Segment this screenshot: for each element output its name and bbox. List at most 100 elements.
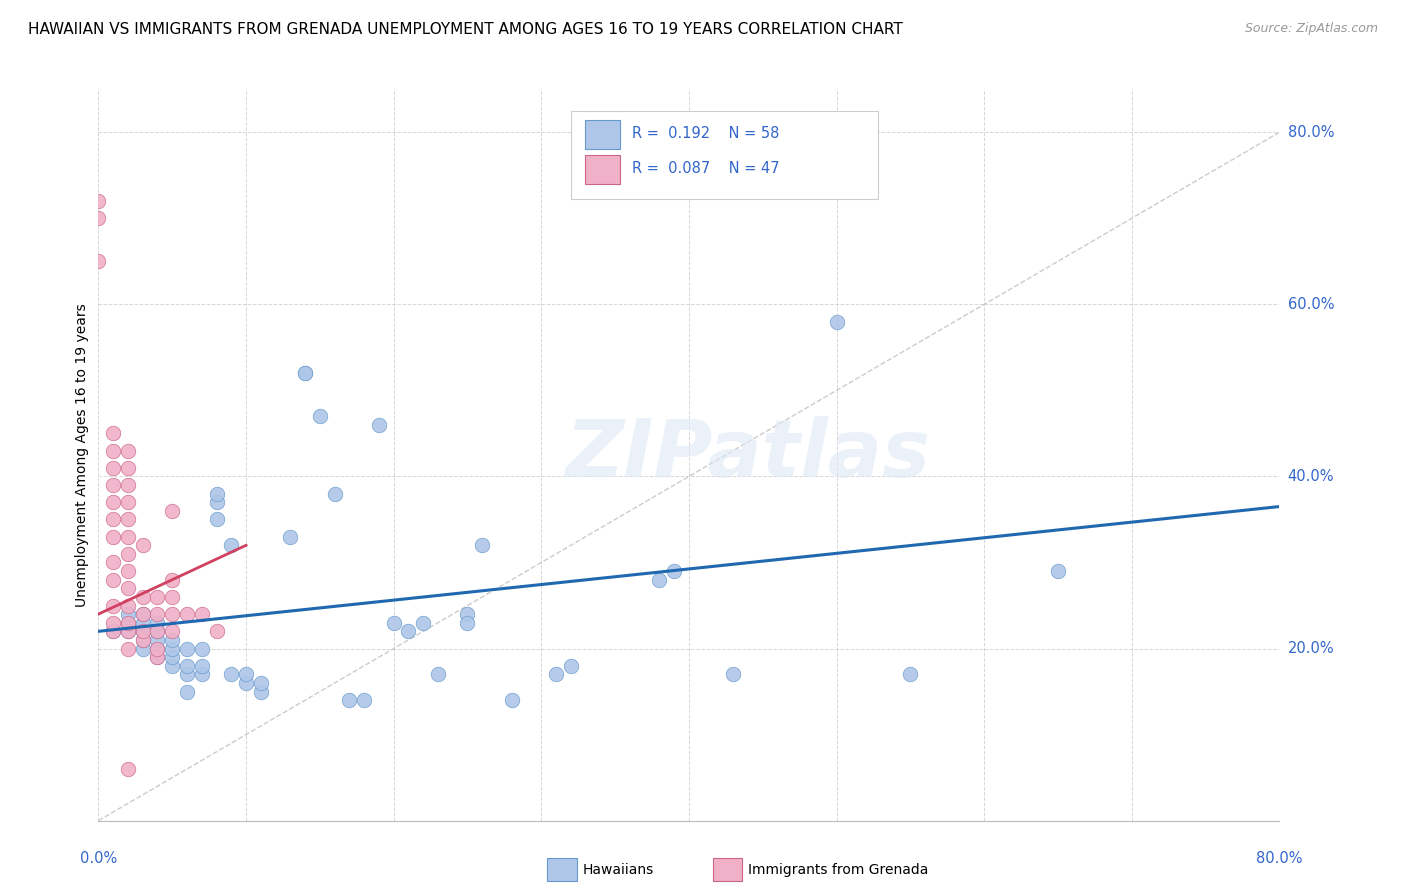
FancyBboxPatch shape: [571, 112, 877, 199]
Point: [132, 624, 155, 639]
Point: [396, 624, 419, 639]
Point: [191, 658, 214, 673]
Point: [146, 624, 169, 639]
Point: [117, 641, 139, 656]
Point: [103, 624, 125, 639]
Point: [162, 590, 183, 604]
Point: [146, 615, 169, 630]
Point: [382, 615, 405, 630]
Point: [219, 667, 242, 681]
Point: [146, 641, 169, 656]
FancyBboxPatch shape: [585, 155, 620, 185]
Text: Source: ZipAtlas.com: Source: ZipAtlas.com: [1244, 22, 1378, 36]
Point: [132, 632, 155, 647]
Text: Immigrants from Grenada: Immigrants from Grenada: [748, 863, 928, 877]
Point: [117, 615, 139, 630]
Point: [456, 607, 478, 621]
Point: [294, 366, 316, 380]
Text: 80.0%: 80.0%: [1256, 851, 1303, 866]
Point: [250, 684, 273, 698]
Point: [103, 426, 125, 441]
Point: [648, 573, 671, 587]
Point: [176, 658, 198, 673]
Point: [162, 641, 183, 656]
Point: [900, 667, 922, 681]
Point: [117, 478, 139, 492]
Point: [162, 632, 183, 647]
Point: [103, 599, 125, 613]
Point: [103, 615, 125, 630]
Point: [103, 443, 125, 458]
Point: [323, 486, 346, 500]
FancyBboxPatch shape: [585, 120, 620, 149]
Point: [132, 607, 155, 621]
Text: 60.0%: 60.0%: [1288, 297, 1334, 312]
Point: [162, 650, 183, 665]
Point: [103, 495, 125, 509]
Text: ZIPatlas: ZIPatlas: [565, 416, 931, 494]
Point: [162, 658, 183, 673]
Point: [132, 538, 155, 552]
Point: [219, 538, 242, 552]
Point: [412, 615, 434, 630]
Point: [191, 667, 214, 681]
Point: [294, 366, 316, 380]
Point: [87, 211, 110, 226]
Point: [132, 641, 155, 656]
Point: [353, 693, 375, 707]
Point: [132, 632, 155, 647]
Point: [103, 512, 125, 526]
Point: [117, 607, 139, 621]
Point: [250, 676, 273, 690]
Point: [205, 624, 228, 639]
Point: [132, 615, 155, 630]
Point: [146, 632, 169, 647]
Point: [501, 693, 523, 707]
Point: [103, 624, 125, 639]
FancyBboxPatch shape: [547, 858, 576, 881]
Text: R =  0.087    N = 47: R = 0.087 N = 47: [633, 161, 780, 176]
Point: [132, 607, 155, 621]
Point: [146, 650, 169, 665]
Point: [471, 538, 494, 552]
Point: [146, 590, 169, 604]
Text: 40.0%: 40.0%: [1288, 469, 1334, 484]
Point: [117, 615, 139, 630]
Point: [146, 607, 169, 621]
Text: 80.0%: 80.0%: [1288, 125, 1334, 140]
Point: [117, 564, 139, 578]
Point: [117, 460, 139, 475]
Point: [117, 443, 139, 458]
Point: [427, 667, 450, 681]
Point: [87, 194, 110, 208]
Point: [721, 667, 744, 681]
Text: Hawaiians: Hawaiians: [582, 863, 654, 877]
Point: [162, 607, 183, 621]
Point: [117, 624, 139, 639]
Point: [205, 486, 228, 500]
Point: [162, 624, 183, 639]
Point: [117, 495, 139, 509]
Point: [103, 460, 125, 475]
Point: [337, 693, 360, 707]
Point: [146, 650, 169, 665]
Point: [117, 762, 139, 776]
Point: [560, 658, 582, 673]
FancyBboxPatch shape: [713, 858, 742, 881]
Point: [825, 314, 848, 328]
Point: [132, 590, 155, 604]
Point: [146, 624, 169, 639]
Point: [456, 615, 478, 630]
Point: [176, 667, 198, 681]
Point: [309, 409, 332, 424]
Point: [205, 495, 228, 509]
Point: [117, 599, 139, 613]
Point: [146, 641, 169, 656]
Point: [368, 417, 391, 432]
Point: [103, 573, 125, 587]
Point: [132, 624, 155, 639]
Text: 20.0%: 20.0%: [1288, 641, 1334, 656]
Point: [191, 607, 214, 621]
Point: [664, 564, 686, 578]
Point: [103, 530, 125, 544]
